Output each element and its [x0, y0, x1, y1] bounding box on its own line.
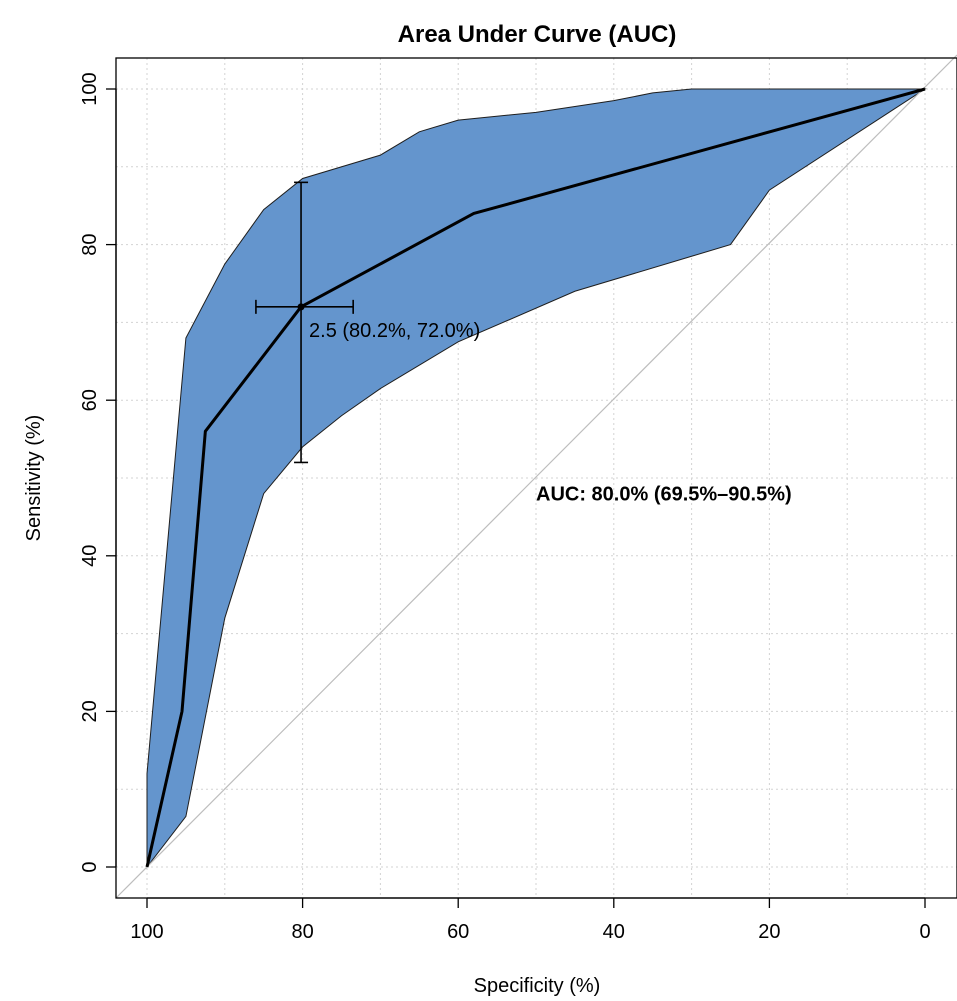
y-axis-title: Sensitivity (%)	[23, 415, 45, 542]
y-tick-label: 20	[79, 700, 101, 722]
x-axis: 100 80 60 40 20 0	[130, 897, 931, 943]
threshold-point-group	[255, 181, 354, 464]
x-tick-label: 40	[603, 921, 625, 943]
roc-curve-group	[145, 87, 926, 868]
x-tick-label: 80	[291, 921, 313, 943]
y-axis: 0 20 40 60 80 100	[79, 72, 117, 873]
y-tick-label: 40	[79, 545, 101, 567]
roc-curve-line	[145, 87, 926, 868]
y-tick-label: 80	[79, 233, 101, 255]
y-tick-label: 0	[79, 861, 101, 872]
diagonal-group	[115, 54, 957, 899]
x-tick-label: 20	[758, 921, 780, 943]
chart-title: Area Under Curve (AUC)	[398, 21, 677, 48]
x-axis-title: Specificity (%)	[474, 975, 601, 997]
threshold-label: 2.5 (80.2%, 72.0%)	[309, 320, 480, 342]
x-tick-label: 100	[130, 921, 163, 943]
x-tick-label: 60	[447, 921, 469, 943]
x-tick-label: 0	[919, 921, 930, 943]
threshold-point	[297, 303, 305, 311]
reference-diagonal-line	[115, 54, 957, 899]
auc-label: AUC: 80.0% (69.5%–90.5%)	[536, 484, 792, 506]
y-tick-label: 60	[79, 389, 101, 411]
y-tick-label: 100	[79, 72, 101, 105]
